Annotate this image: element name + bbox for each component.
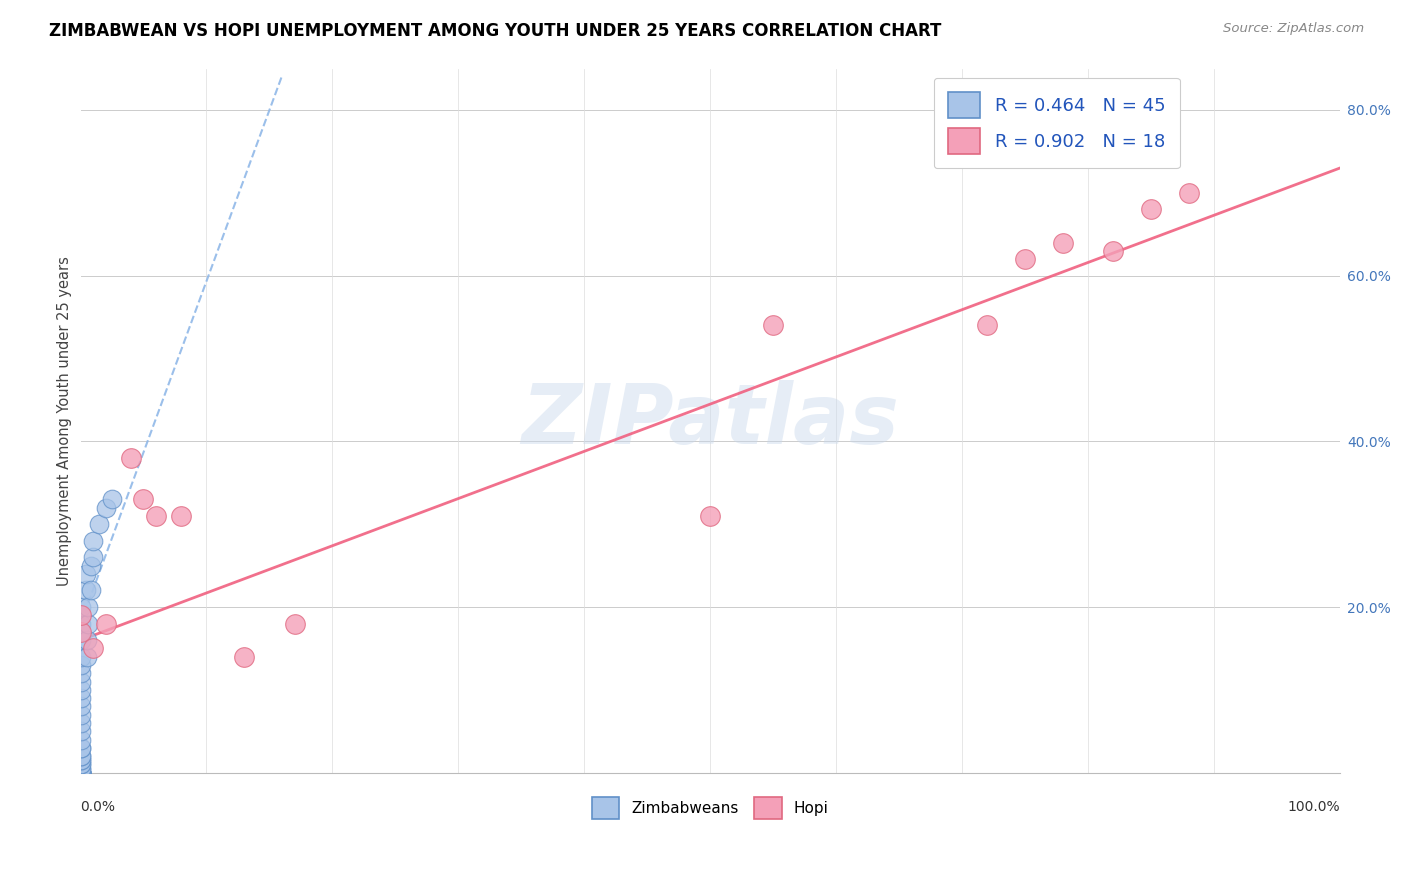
Point [69,691,91,706]
Legend: Zimbabweans, Hopi: Zimbabweans, Hopi [586,791,835,825]
Point [69,765,91,780]
Point [69,633,91,648]
Point [762,318,785,333]
Point [77,616,100,631]
Point [284,616,307,631]
Point [79,583,101,598]
Point [69,608,91,623]
Point [69,749,91,764]
Point [1140,202,1163,217]
Point [69,765,91,780]
Point [1014,252,1036,266]
Point [94,616,117,631]
Point [69,765,91,780]
Point [69,753,91,767]
Point [82,533,104,548]
Point [76,633,98,648]
Text: 100.0%: 100.0% [1288,800,1340,814]
Point [69,724,91,739]
Point [1052,235,1074,250]
Point [1102,244,1125,258]
Point [69,624,91,639]
Point [132,492,155,507]
Text: ZIPatlas: ZIPatlas [522,380,900,461]
Point [69,740,91,755]
Text: Source: ZipAtlas.com: Source: ZipAtlas.com [1223,22,1364,36]
Point [976,318,998,333]
Point [89,517,111,532]
Point [69,765,91,780]
Point [69,762,91,776]
Point [69,765,91,780]
Point [69,707,91,722]
Point [82,641,104,656]
Point [69,765,91,780]
Point [82,550,104,565]
Point [1178,186,1201,200]
Point [120,450,142,465]
Point [69,682,91,697]
Point [75,566,97,581]
Text: ZIMBABWEAN VS HOPI UNEMPLOYMENT AMONG YOUTH UNDER 25 YEARS CORRELATION CHART: ZIMBABWEAN VS HOPI UNEMPLOYMENT AMONG YO… [49,22,942,40]
Point [77,600,100,615]
Point [94,500,117,515]
Point [69,762,91,776]
Point [69,757,91,772]
Point [69,666,91,681]
Y-axis label: Unemployment Among Youth under 25 years: Unemployment Among Youth under 25 years [58,256,72,585]
Point [69,716,91,731]
Point [69,616,91,631]
Point [233,649,256,664]
Point [76,649,98,664]
Point [75,583,97,598]
Text: 0.0%: 0.0% [80,800,115,814]
Point [699,508,721,523]
Point [69,749,91,764]
Point [69,699,91,714]
Point [69,674,91,689]
Point [170,508,193,523]
Point [101,492,124,507]
Point [69,732,91,747]
Point [69,765,91,780]
Point [69,649,91,664]
Point [69,600,91,615]
Point [69,753,91,767]
Point [145,508,167,523]
Point [69,765,91,780]
Point [79,558,101,573]
Point [69,757,91,772]
Point [69,740,91,755]
Point [69,658,91,673]
